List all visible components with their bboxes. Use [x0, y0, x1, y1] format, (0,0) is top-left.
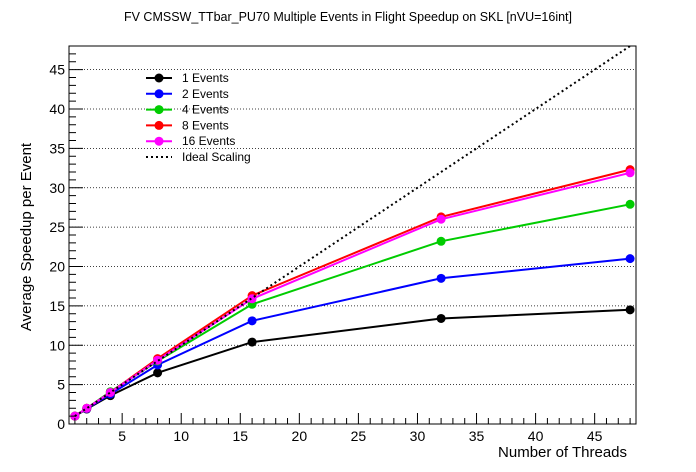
series-16-events [70, 168, 635, 421]
legend-marker [154, 73, 164, 83]
series-line [74, 171, 631, 417]
x-axis-label: Number of Threads [498, 444, 627, 461]
y-tick-label: 20 [49, 259, 65, 275]
series-4-events [70, 199, 635, 421]
y-tick-label: 35 [49, 140, 65, 156]
series-2-events [70, 254, 635, 421]
legend-marker [154, 120, 164, 130]
x-tick-label: 30 [410, 428, 426, 444]
x-axis: 5 10 15 20 25 30 35 40 45 [74, 413, 631, 444]
y-tick-label: 45 [49, 62, 65, 78]
data-point [625, 168, 635, 178]
series-line [74, 46, 631, 417]
y-tick-label: 30 [49, 180, 65, 196]
y-tick-label: 15 [49, 298, 65, 314]
legend-label: 16 Events [182, 134, 235, 148]
y-axis-label: Average Speedup per Event [18, 142, 35, 331]
data-point [436, 214, 446, 224]
data-point [625, 254, 635, 264]
y-tick-label: 0 [57, 416, 65, 432]
legend-label: 8 Events [182, 118, 229, 132]
legend-marker [154, 105, 164, 115]
y-tick-label: 25 [49, 219, 65, 235]
data-point [436, 236, 446, 246]
data-point [625, 305, 635, 315]
data-point [153, 368, 163, 378]
series-line [74, 168, 631, 417]
y-axis: 0 5 10 15 20 25 30 35 40 45 [49, 53, 83, 432]
x-tick-label: 45 [587, 428, 603, 444]
y-tick-label: 40 [49, 101, 65, 117]
chart-title: FV CMSSW_TTbar_PU70 Multiple Events in F… [124, 10, 572, 24]
data-point [247, 337, 257, 347]
x-tick-label: 40 [528, 428, 544, 444]
y-tick-label: 5 [57, 377, 65, 393]
legend-marker [154, 136, 164, 146]
data-point [82, 403, 92, 413]
x-tick-label: 10 [173, 428, 189, 444]
data-point [625, 199, 635, 209]
legend-label: Ideal Scaling [182, 150, 251, 164]
x-tick-label: 15 [232, 428, 248, 444]
data-point [247, 316, 257, 326]
x-tick-label: 35 [469, 428, 485, 444]
legend-label: 2 Events [182, 87, 229, 101]
x-tick-label: 25 [351, 428, 367, 444]
series-8-events [70, 165, 635, 421]
data-point [436, 313, 446, 323]
x-tick-label: 5 [118, 428, 126, 444]
data-point [436, 273, 446, 283]
legend-label: 1 Events [182, 71, 229, 85]
grid-lines [69, 69, 636, 386]
y-tick-label: 10 [49, 337, 65, 353]
x-tick-label: 20 [292, 428, 308, 444]
series-line [74, 257, 631, 417]
series-ideal-scaling [74, 46, 631, 417]
legend-label: 4 Events [182, 103, 229, 117]
legend-marker [154, 89, 164, 99]
